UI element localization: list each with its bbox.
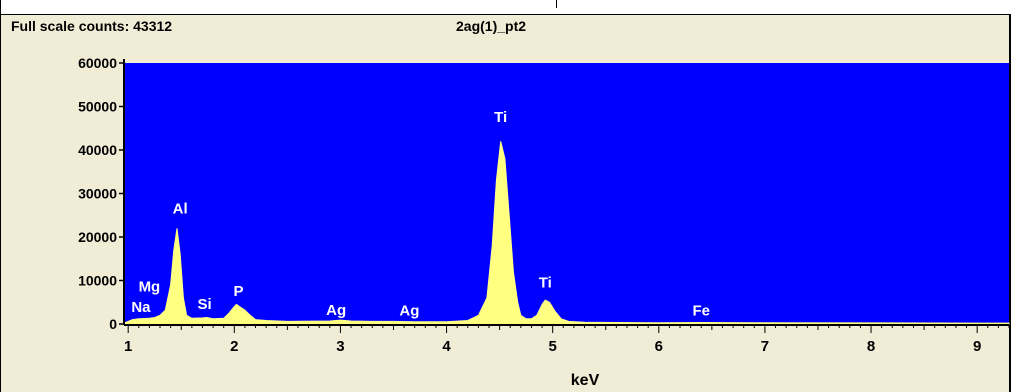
peak-label-layer: Na Mg Al Si P Ag Ag Ti Ti Fe	[131, 109, 710, 320]
x-tick-label: 6	[655, 338, 663, 355]
x-tick-label: 7	[761, 338, 769, 355]
spectrum-layer	[124, 141, 1010, 325]
y-tick-label: 60000	[78, 55, 117, 71]
peak-label-fe-9: Fe	[692, 303, 710, 320]
y-tick-label: 10000	[78, 273, 117, 289]
plot-area	[125, 63, 1009, 324]
y-tick-label: 40000	[78, 142, 117, 158]
x-axis-label: keV	[571, 372, 600, 389]
full-scale-counts: Full scale counts: 43312	[11, 18, 173, 34]
y-tick-label: 0	[109, 316, 117, 332]
spectrum-name: 2ag(1)_pt2	[456, 18, 527, 34]
peak-label-ag-5: Ag	[326, 302, 346, 319]
x-tick-label: 5	[549, 338, 557, 355]
x-tick-label: 3	[336, 338, 344, 355]
x-tick-label: 8	[867, 338, 875, 355]
peak-label-al-2: Al	[173, 200, 188, 217]
peak-label-p-4: P	[234, 283, 244, 300]
panel-right-edge	[1009, 14, 1011, 392]
x-tick-label: 9	[973, 338, 981, 355]
peak-label-si-3: Si	[197, 296, 211, 313]
peak-label-ti-7: Ti	[494, 109, 507, 126]
x-tick-label: 1	[124, 338, 132, 355]
spectrum-series-0	[124, 141, 1010, 325]
peak-label-ti-8: Ti	[539, 274, 552, 291]
y-tick-label: 50000	[78, 99, 117, 115]
x-tick-label: 4	[442, 338, 451, 355]
peak-label-na-0: Na	[131, 299, 151, 316]
peak-label-ag-6: Ag	[399, 303, 419, 320]
x-tick-label: 2	[230, 338, 238, 355]
axes-layer: 0 10000 20000 30000 40000 50000 60000 1 2 3 4 5 6 7 8 9	[78, 55, 1010, 355]
top-strip-tick	[556, 0, 557, 8]
peak-label-mg-1: Mg	[139, 279, 161, 296]
y-tick-label: 20000	[78, 229, 117, 245]
top-strip	[1, 0, 1011, 15]
y-tick-label: 30000	[78, 186, 117, 202]
